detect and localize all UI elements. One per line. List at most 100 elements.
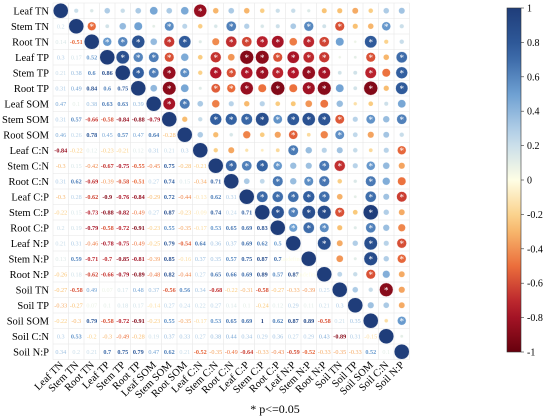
correlation-value: -0.79	[147, 117, 160, 124]
correlation-circle	[244, 148, 249, 153]
correlation-circle	[114, 64, 131, 81]
significance-star: *	[276, 37, 281, 47]
correlation-value: 0.14	[55, 39, 66, 46]
correlation-value: 0.22	[195, 303, 206, 310]
significance-star: *	[338, 130, 343, 140]
correlation-value: -0.3	[56, 163, 66, 170]
correlation-circle	[383, 39, 389, 45]
correlation-value: 0.78	[86, 132, 97, 139]
significance-star: *	[369, 254, 374, 264]
correlation-circle	[256, 159, 269, 172]
significance-star: *	[276, 68, 281, 78]
correlation-value: 0.74	[210, 210, 221, 217]
correlation-value: 1	[261, 318, 264, 325]
correlation-value: -0.55	[132, 163, 145, 170]
correlation-value: -0.52	[194, 349, 207, 356]
correlation-circle	[383, 302, 390, 309]
correlation-value: -0.49	[116, 334, 129, 341]
correlation-value: 0.55	[164, 318, 175, 325]
correlation-value: 0.38	[86, 101, 97, 108]
correlation-value: -0.21	[116, 148, 129, 155]
correlation-circle	[272, 175, 284, 187]
correlation-circle	[212, 131, 219, 138]
correlation-circle	[352, 116, 359, 123]
correlation-value: 0.17	[133, 303, 144, 310]
correlation-circle	[353, 225, 358, 230]
correlation-circle	[397, 316, 407, 326]
correlation-circle	[225, 36, 237, 48]
correlation-value: 0.89	[257, 272, 268, 279]
correlation-circle	[321, 147, 328, 154]
correlation-value: 0.21	[319, 303, 330, 310]
row-label: Root TP	[14, 84, 49, 95]
correlation-circle	[301, 205, 316, 220]
correlation-value: -0.82	[116, 210, 129, 217]
correlation-value: 0.24	[179, 303, 190, 310]
correlation-value: 0.19	[71, 225, 82, 232]
correlation-circle	[397, 223, 406, 232]
correlation-circle	[382, 270, 391, 279]
correlation-value: 0.29	[288, 303, 299, 310]
correlation-value: -0.46	[85, 241, 98, 248]
correlation-circle	[212, 7, 219, 14]
correlation-value: -0.34	[194, 179, 207, 186]
correlation-circle	[179, 98, 191, 110]
correlation-circle	[193, 4, 207, 18]
correlation-value: 0.86	[102, 70, 113, 77]
colorbar-tick-label: -0.8	[527, 313, 543, 324]
correlation-circle	[197, 100, 204, 107]
correlation-circle	[303, 176, 314, 187]
correlation-circle	[383, 101, 389, 107]
correlation-circle	[351, 7, 359, 15]
correlation-value: 0.2	[72, 349, 80, 356]
correlation-value: -0.52	[302, 349, 315, 356]
correlation-value: -0.15	[364, 334, 377, 341]
correlation-value: -0.78	[101, 241, 114, 248]
correlation-value: -0.2	[87, 334, 97, 341]
correlation-value: 0.65	[226, 318, 237, 325]
correlation-circle	[243, 100, 250, 107]
correlation-circle	[290, 8, 296, 14]
correlation-circle	[367, 23, 374, 30]
correlation-circle	[210, 51, 222, 63]
correlation-value: 0.29	[303, 334, 314, 341]
correlation-value: -0.35	[178, 318, 191, 325]
significance-star: *	[307, 53, 312, 63]
significance-star: *	[307, 37, 312, 47]
correlation-circle	[197, 70, 203, 76]
correlation-value: 0.34	[195, 287, 206, 294]
row-label: Stem N:P	[8, 255, 49, 266]
correlation-circle	[336, 7, 343, 14]
significance-star: *	[369, 37, 374, 47]
correlation-circle	[367, 131, 375, 139]
correlation-circle	[288, 130, 298, 140]
correlation-circle	[207, 157, 224, 174]
correlation-value: 0.87	[164, 210, 175, 217]
correlation-circle	[197, 54, 203, 60]
correlation-value: -0.71	[85, 256, 98, 263]
correlation-circle	[275, 23, 281, 29]
correlation-circle	[352, 85, 358, 91]
correlation-circle	[228, 7, 235, 14]
correlation-value: -0.84	[116, 117, 129, 124]
significance-star: *	[322, 84, 327, 94]
correlation-circle	[197, 131, 204, 138]
correlation-circle	[285, 235, 302, 251]
significance-star: *	[183, 68, 188, 78]
correlation-value: 0.31	[350, 334, 361, 341]
correlation-circle	[198, 86, 203, 91]
correlation-value: -0.62	[85, 272, 98, 279]
correlation-value: 0.69	[241, 225, 252, 232]
correlation-circle	[239, 50, 254, 65]
correlation-value: -0.3	[56, 194, 66, 201]
correlation-circle	[399, 23, 405, 29]
correlation-circle	[383, 240, 390, 247]
correlation-circle	[353, 101, 358, 106]
significance-star: *	[400, 115, 405, 125]
significance-star: *	[276, 53, 281, 63]
correlation-circle	[149, 84, 158, 93]
correlation-circle	[133, 52, 144, 63]
correlation-circle	[133, 21, 143, 31]
correlation-circle	[255, 112, 270, 127]
correlation-circle	[149, 6, 159, 16]
